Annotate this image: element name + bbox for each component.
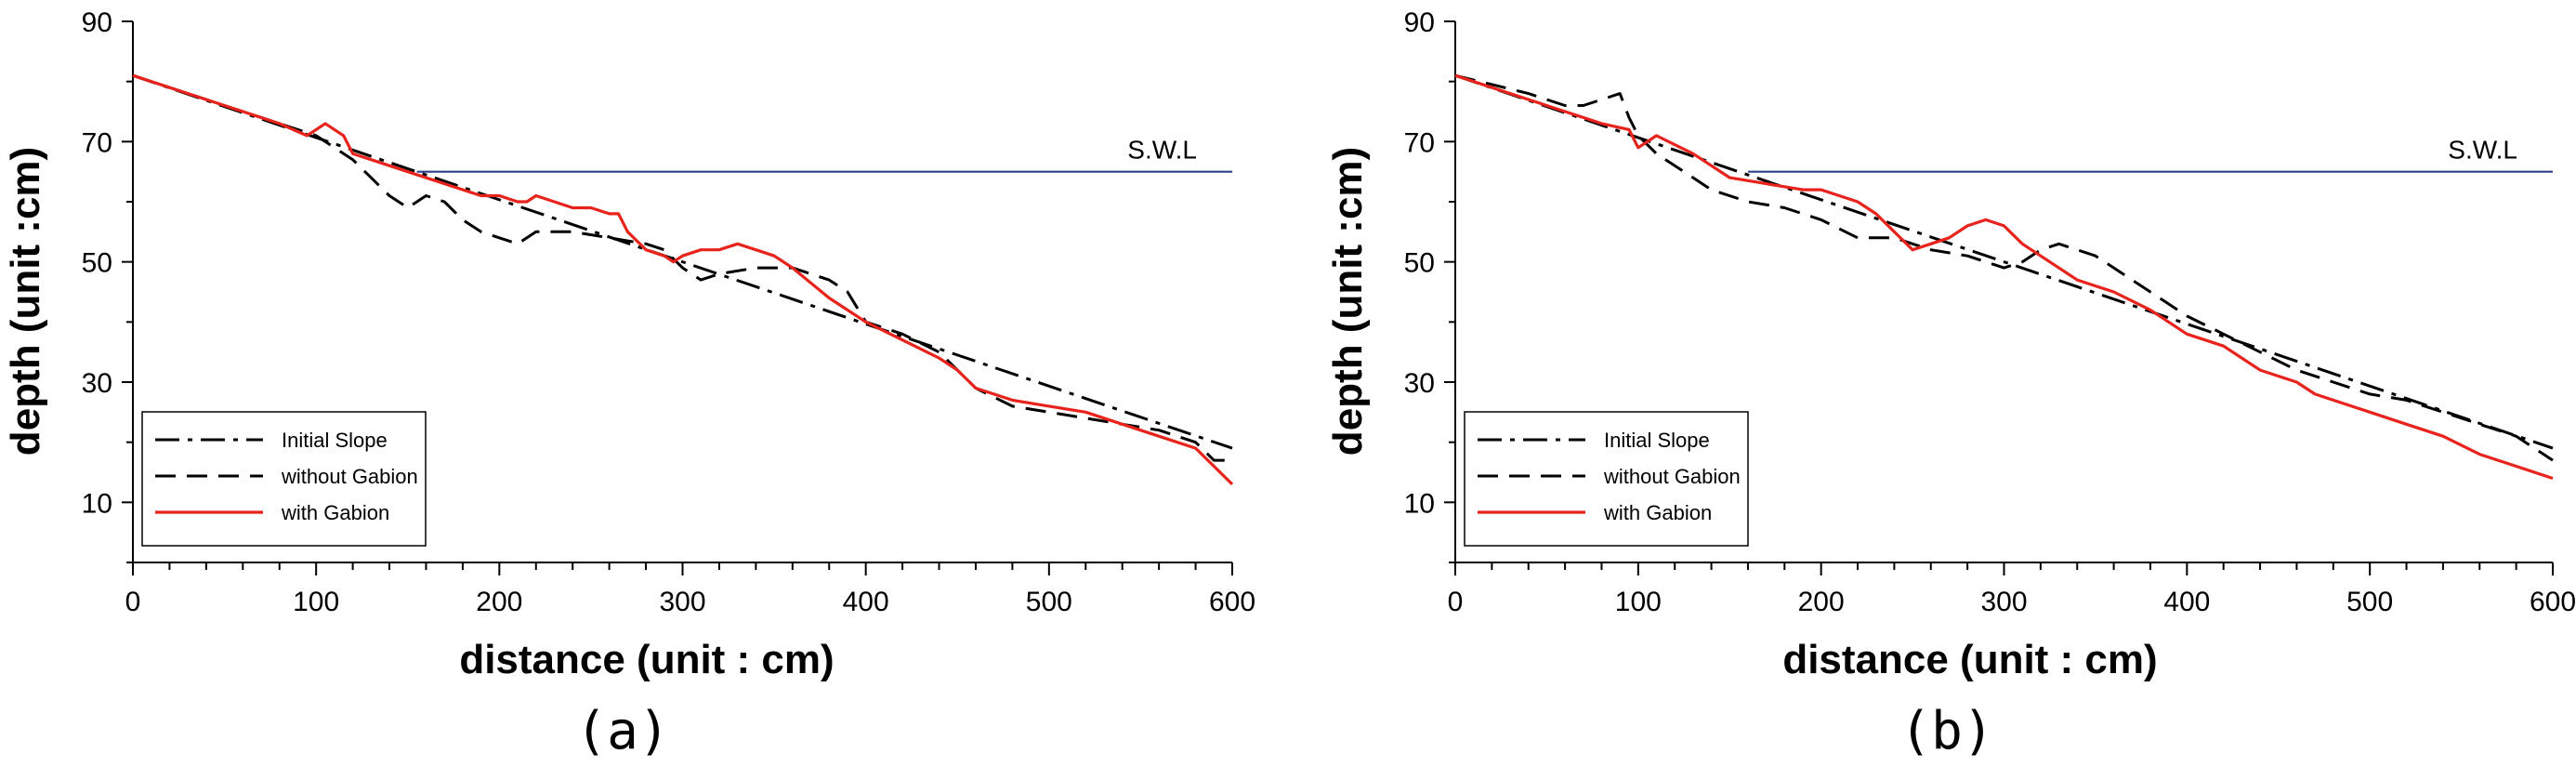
x-tick-label: 200 bbox=[476, 587, 522, 617]
panel-label: (b) bbox=[1899, 701, 1993, 761]
y-tick-label: 30 bbox=[1404, 368, 1435, 399]
series-line-initial-slope bbox=[1454, 73, 2554, 450]
y-axis-title: depth (unit :cm) bbox=[3, 147, 48, 456]
x-tick-label: 200 bbox=[1798, 587, 1845, 617]
x-tick-label: 400 bbox=[2163, 587, 2210, 617]
y-tick-label: 50 bbox=[1404, 248, 1435, 279]
x-tick-label: 300 bbox=[659, 587, 705, 617]
series-line-without-gabion bbox=[1454, 73, 2554, 462]
legend-box bbox=[141, 411, 427, 547]
y-tick-label: 30 bbox=[82, 368, 112, 399]
x-tick-label: 500 bbox=[2346, 587, 2393, 617]
y-tick-label: 90 bbox=[1404, 7, 1435, 38]
series-line-with-gabion bbox=[1454, 73, 2554, 481]
legend-entry-label: without Gabion bbox=[1603, 465, 1741, 488]
y-tick-label: 70 bbox=[1404, 127, 1435, 158]
legend-entry-label: Initial Slope bbox=[1604, 429, 1710, 452]
x-axis-title: distance (unit : cm) bbox=[459, 637, 834, 682]
panel-label: (a) bbox=[575, 701, 669, 761]
legend-entry-label: without Gabion bbox=[281, 465, 418, 488]
x-tick-label: 300 bbox=[1980, 587, 2027, 617]
x-tick-label: 0 bbox=[125, 587, 141, 617]
series-line-with-gabion bbox=[132, 73, 1234, 486]
y-tick-label: 90 bbox=[82, 7, 112, 38]
x-tick-label: 400 bbox=[843, 587, 889, 617]
series-line-initial-slope bbox=[132, 73, 1233, 450]
legend-entry-label: with Gabion bbox=[1603, 501, 1712, 524]
x-tick-label: 100 bbox=[293, 587, 339, 617]
series-line-without-gabion bbox=[132, 73, 1232, 462]
swl-label: S.W.L bbox=[1127, 136, 1197, 165]
y-tick-label: 70 bbox=[82, 127, 112, 158]
chart-panel-b: 10 30 50 70 90 0 100 200 300 400 500 600 distance (u… bbox=[1325, 7, 2576, 761]
swl-label: S.W.L bbox=[2448, 136, 2517, 165]
x-axis-title: distance (unit : cm) bbox=[1782, 637, 2157, 682]
y-tick-label: 10 bbox=[82, 488, 112, 519]
chart-panel-a: 10 30 50 70 90 0 100 200 300 400 500 600 distance (u… bbox=[3, 7, 1255, 761]
y-axis-title: depth (unit :cm) bbox=[1325, 147, 1371, 456]
x-tick-label: 0 bbox=[1448, 587, 1464, 617]
legend-entry-label: Initial Slope bbox=[282, 429, 388, 452]
x-tick-label: 600 bbox=[1209, 587, 1255, 617]
x-tick-label: 600 bbox=[2530, 587, 2576, 617]
x-tick-label: 500 bbox=[1026, 587, 1072, 617]
y-tick-label: 50 bbox=[82, 248, 112, 279]
x-tick-label: 100 bbox=[1615, 587, 1662, 617]
legend-entry-label: with Gabion bbox=[281, 501, 389, 524]
y-tick-label: 10 bbox=[1404, 488, 1435, 519]
legend-box bbox=[1464, 411, 1749, 547]
